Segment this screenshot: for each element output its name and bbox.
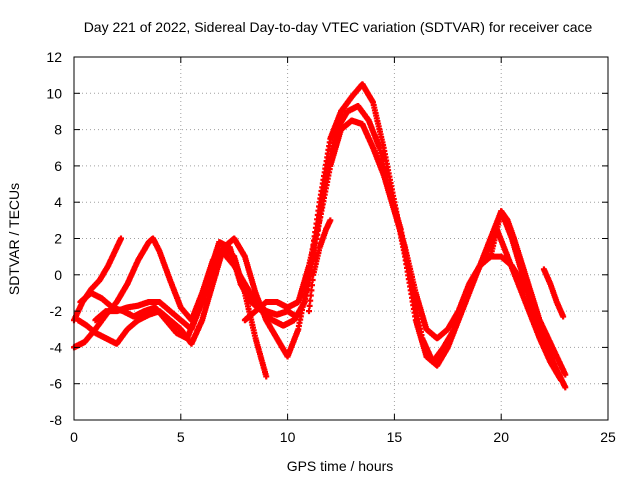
y-tick-label: 8 (54, 122, 62, 138)
x-tick-labels: 0 5 10 15 20 25 (70, 429, 616, 445)
y-tick-label: -6 (50, 376, 63, 392)
y-tick-label: 4 (54, 194, 62, 210)
data-point-markers (241, 117, 537, 342)
series-arc-7 (306, 217, 334, 315)
data-point-markers (487, 208, 569, 378)
y-tick-label: 0 (54, 267, 62, 283)
series-arc-8 (487, 208, 569, 378)
x-tick-label: 25 (600, 429, 616, 445)
y-tick-labels: -8 -6 -4 -2 0 2 4 6 8 10 12 (46, 49, 62, 428)
y-axis-label: SDTVAR / TECUs (6, 183, 22, 295)
chart-title: Day 221 of 2022, Sidereal Day-to-day VTE… (84, 19, 593, 35)
data-point-markers (540, 266, 567, 320)
grid (74, 57, 608, 420)
x-tick-label: 20 (493, 429, 509, 445)
axis-ticks (73, 56, 609, 421)
y-tick-label: -8 (50, 412, 63, 428)
series-arc-6 (241, 117, 537, 342)
y-tick-label: -4 (50, 339, 63, 355)
y-tick-label: 10 (46, 85, 62, 101)
y-tick-label: 12 (46, 49, 62, 65)
x-tick-label: 15 (387, 429, 403, 445)
x-tick-label: 0 (70, 429, 78, 445)
y-tick-label: 6 (54, 158, 62, 174)
y-tick-label: 2 (54, 231, 62, 247)
y-tick-label: -2 (50, 303, 63, 319)
x-axis-label: GPS time / hours (287, 458, 394, 474)
x-tick-label: 5 (177, 429, 185, 445)
data-points (71, 81, 569, 391)
data-point-markers (306, 217, 334, 315)
series-arc-9 (540, 266, 567, 320)
x-tick-label: 10 (280, 429, 296, 445)
